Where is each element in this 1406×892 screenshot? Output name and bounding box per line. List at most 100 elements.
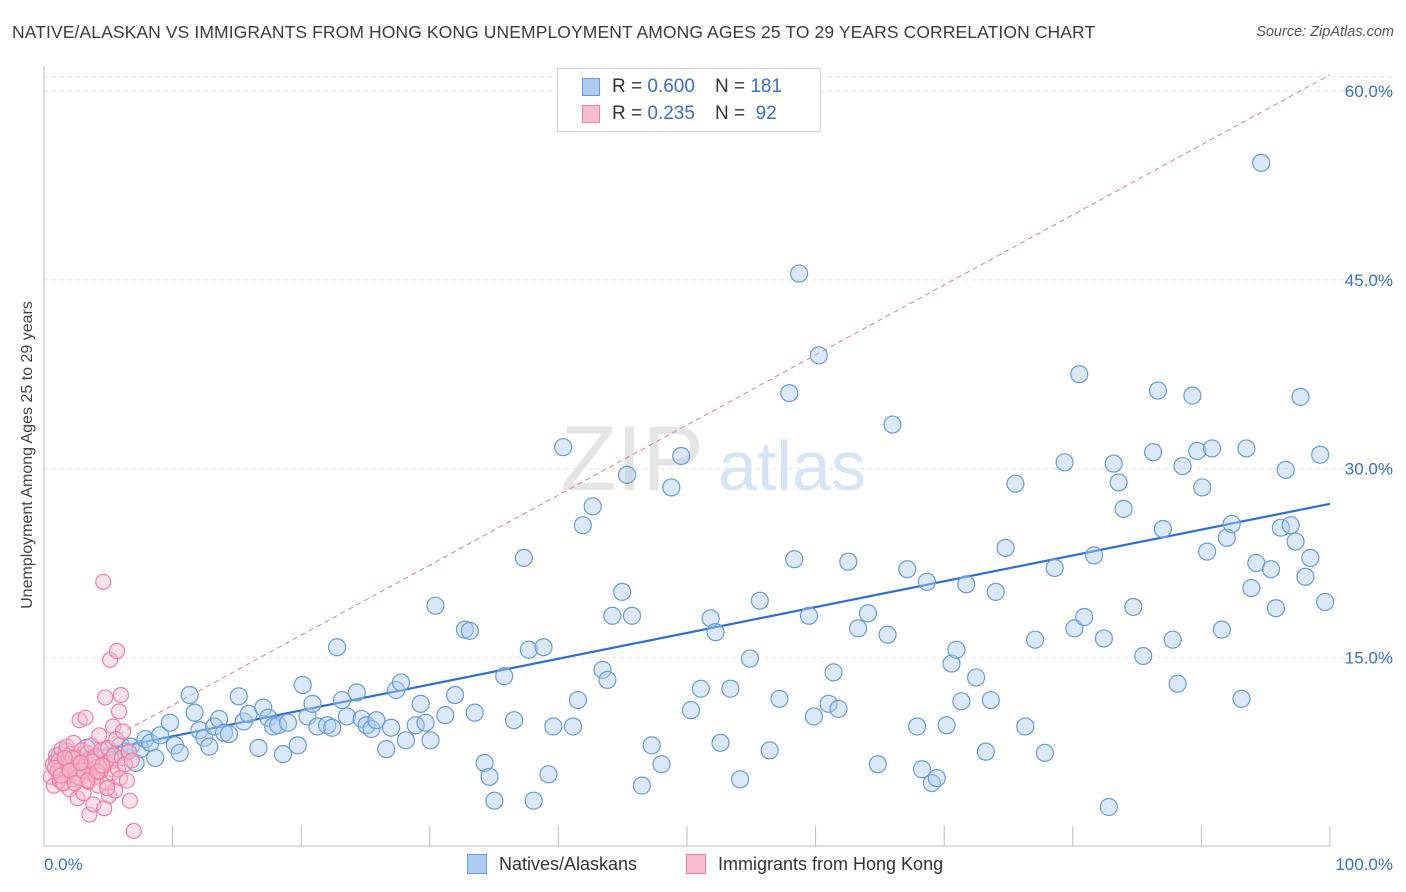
natives-point: [1109, 473, 1128, 492]
natives-point: [927, 768, 946, 788]
natives-point: [942, 654, 961, 673]
natives-point: [1084, 546, 1104, 565]
hongkong-point: [108, 642, 126, 660]
natives-point: [1266, 599, 1286, 618]
natives-point: [347, 683, 366, 702]
natives-point: [829, 699, 848, 718]
natives-point: [662, 478, 681, 497]
legend-swatch-blue: [582, 78, 600, 96]
natives-point: [947, 640, 966, 659]
natives-point: [391, 673, 411, 692]
natives-point: [170, 743, 189, 763]
natives-point: [681, 701, 701, 720]
natives-point: [1296, 567, 1315, 586]
natives-point: [1134, 646, 1153, 666]
natives-point: [804, 707, 823, 726]
y-tick-label: 45.0%: [1345, 271, 1393, 290]
natives-point: [416, 713, 435, 732]
natives-point: [721, 679, 740, 698]
natives-point: [917, 572, 937, 591]
natives-point: [878, 625, 897, 644]
bottom-legend-swatch-pink: [686, 854, 706, 874]
natives-point: [799, 606, 819, 625]
legend-n-label: N =: [714, 103, 746, 124]
natives-point: [210, 709, 229, 729]
natives-point: [485, 791, 504, 810]
natives-point: [824, 663, 843, 682]
natives-point: [200, 737, 219, 756]
hongkong-point: [104, 718, 122, 735]
hongkong-point: [121, 792, 138, 809]
y-tick-label: 15.0%: [1345, 648, 1393, 667]
natives-point: [426, 596, 445, 615]
natives-point: [1104, 454, 1123, 473]
natives-point: [1168, 674, 1187, 693]
hongkong-point: [123, 752, 140, 769]
natives-point: [706, 623, 725, 642]
natives-point: [603, 606, 622, 625]
natives-point: [480, 767, 499, 786]
hongkong-point: [97, 689, 114, 706]
natives-point: [1286, 532, 1305, 551]
hongkong-point: [94, 757, 111, 774]
natives-point: [1183, 386, 1202, 405]
natives-point: [819, 694, 838, 713]
natives-point: [1143, 443, 1163, 462]
natives-point: [672, 446, 691, 466]
natives-point: [868, 755, 887, 774]
hongkong-point: [84, 753, 101, 770]
natives-point: [573, 516, 592, 535]
natives-point: [563, 717, 583, 736]
natives-point: [1188, 441, 1207, 461]
hongkong-point: [118, 772, 135, 789]
natives-point: [642, 736, 661, 755]
correlation-legend: R = 0.600 N = 181 R = 0.235 N = 92: [557, 68, 821, 132]
natives-point: [1217, 528, 1236, 547]
legend-r-value-hongkong: 0.235: [647, 103, 695, 124]
legend-n-value-hongkong: 92: [755, 103, 777, 124]
natives-point: [898, 560, 917, 579]
natives-point: [996, 538, 1015, 557]
natives-point: [1153, 519, 1172, 539]
natives-point: [568, 690, 588, 710]
natives-point: [1202, 439, 1222, 458]
natives-point: [1173, 456, 1192, 476]
natives-point: [1252, 153, 1271, 172]
legend-n-value-natives: 181: [750, 76, 783, 97]
natives-point: [1025, 630, 1045, 649]
hongkong-point: [112, 686, 130, 704]
natives-point: [981, 690, 1000, 710]
source-label: Source: ZipAtlas.com: [1256, 24, 1394, 40]
natives-point: [475, 753, 494, 773]
natives-point: [273, 745, 293, 764]
hongkong-point: [52, 767, 69, 784]
natives-point: [1261, 560, 1281, 579]
hongkong-point: [95, 573, 112, 590]
natives-point: [622, 606, 642, 625]
axes: [43, 66, 1331, 847]
natives-point: [303, 694, 322, 713]
natives-point: [504, 711, 524, 730]
natives-point: [288, 736, 307, 755]
watermark-atlas: atlas: [718, 427, 866, 505]
natives-point: [780, 383, 799, 403]
natives-point: [445, 685, 465, 705]
natives-point: [318, 716, 337, 735]
natives-point: [539, 765, 558, 784]
natives-point: [1232, 689, 1251, 708]
natives-point: [254, 698, 273, 717]
natives-point: [760, 741, 779, 760]
natives-point: [377, 740, 396, 759]
natives-point: [785, 550, 804, 569]
y-tick-label: 30.0%: [1345, 460, 1393, 479]
natives-point: [327, 638, 347, 657]
natives-point: [465, 703, 484, 722]
watermark: ZIP atlas: [560, 408, 865, 510]
legend-r-label: R =: [612, 103, 643, 124]
natives-point: [883, 415, 902, 434]
natives-point: [534, 638, 553, 657]
natives-point: [436, 706, 455, 725]
legend-row-hongkong: R = 0.235 N = 92: [582, 101, 777, 127]
natives-point: [986, 582, 1005, 601]
natives-point: [1075, 607, 1094, 627]
